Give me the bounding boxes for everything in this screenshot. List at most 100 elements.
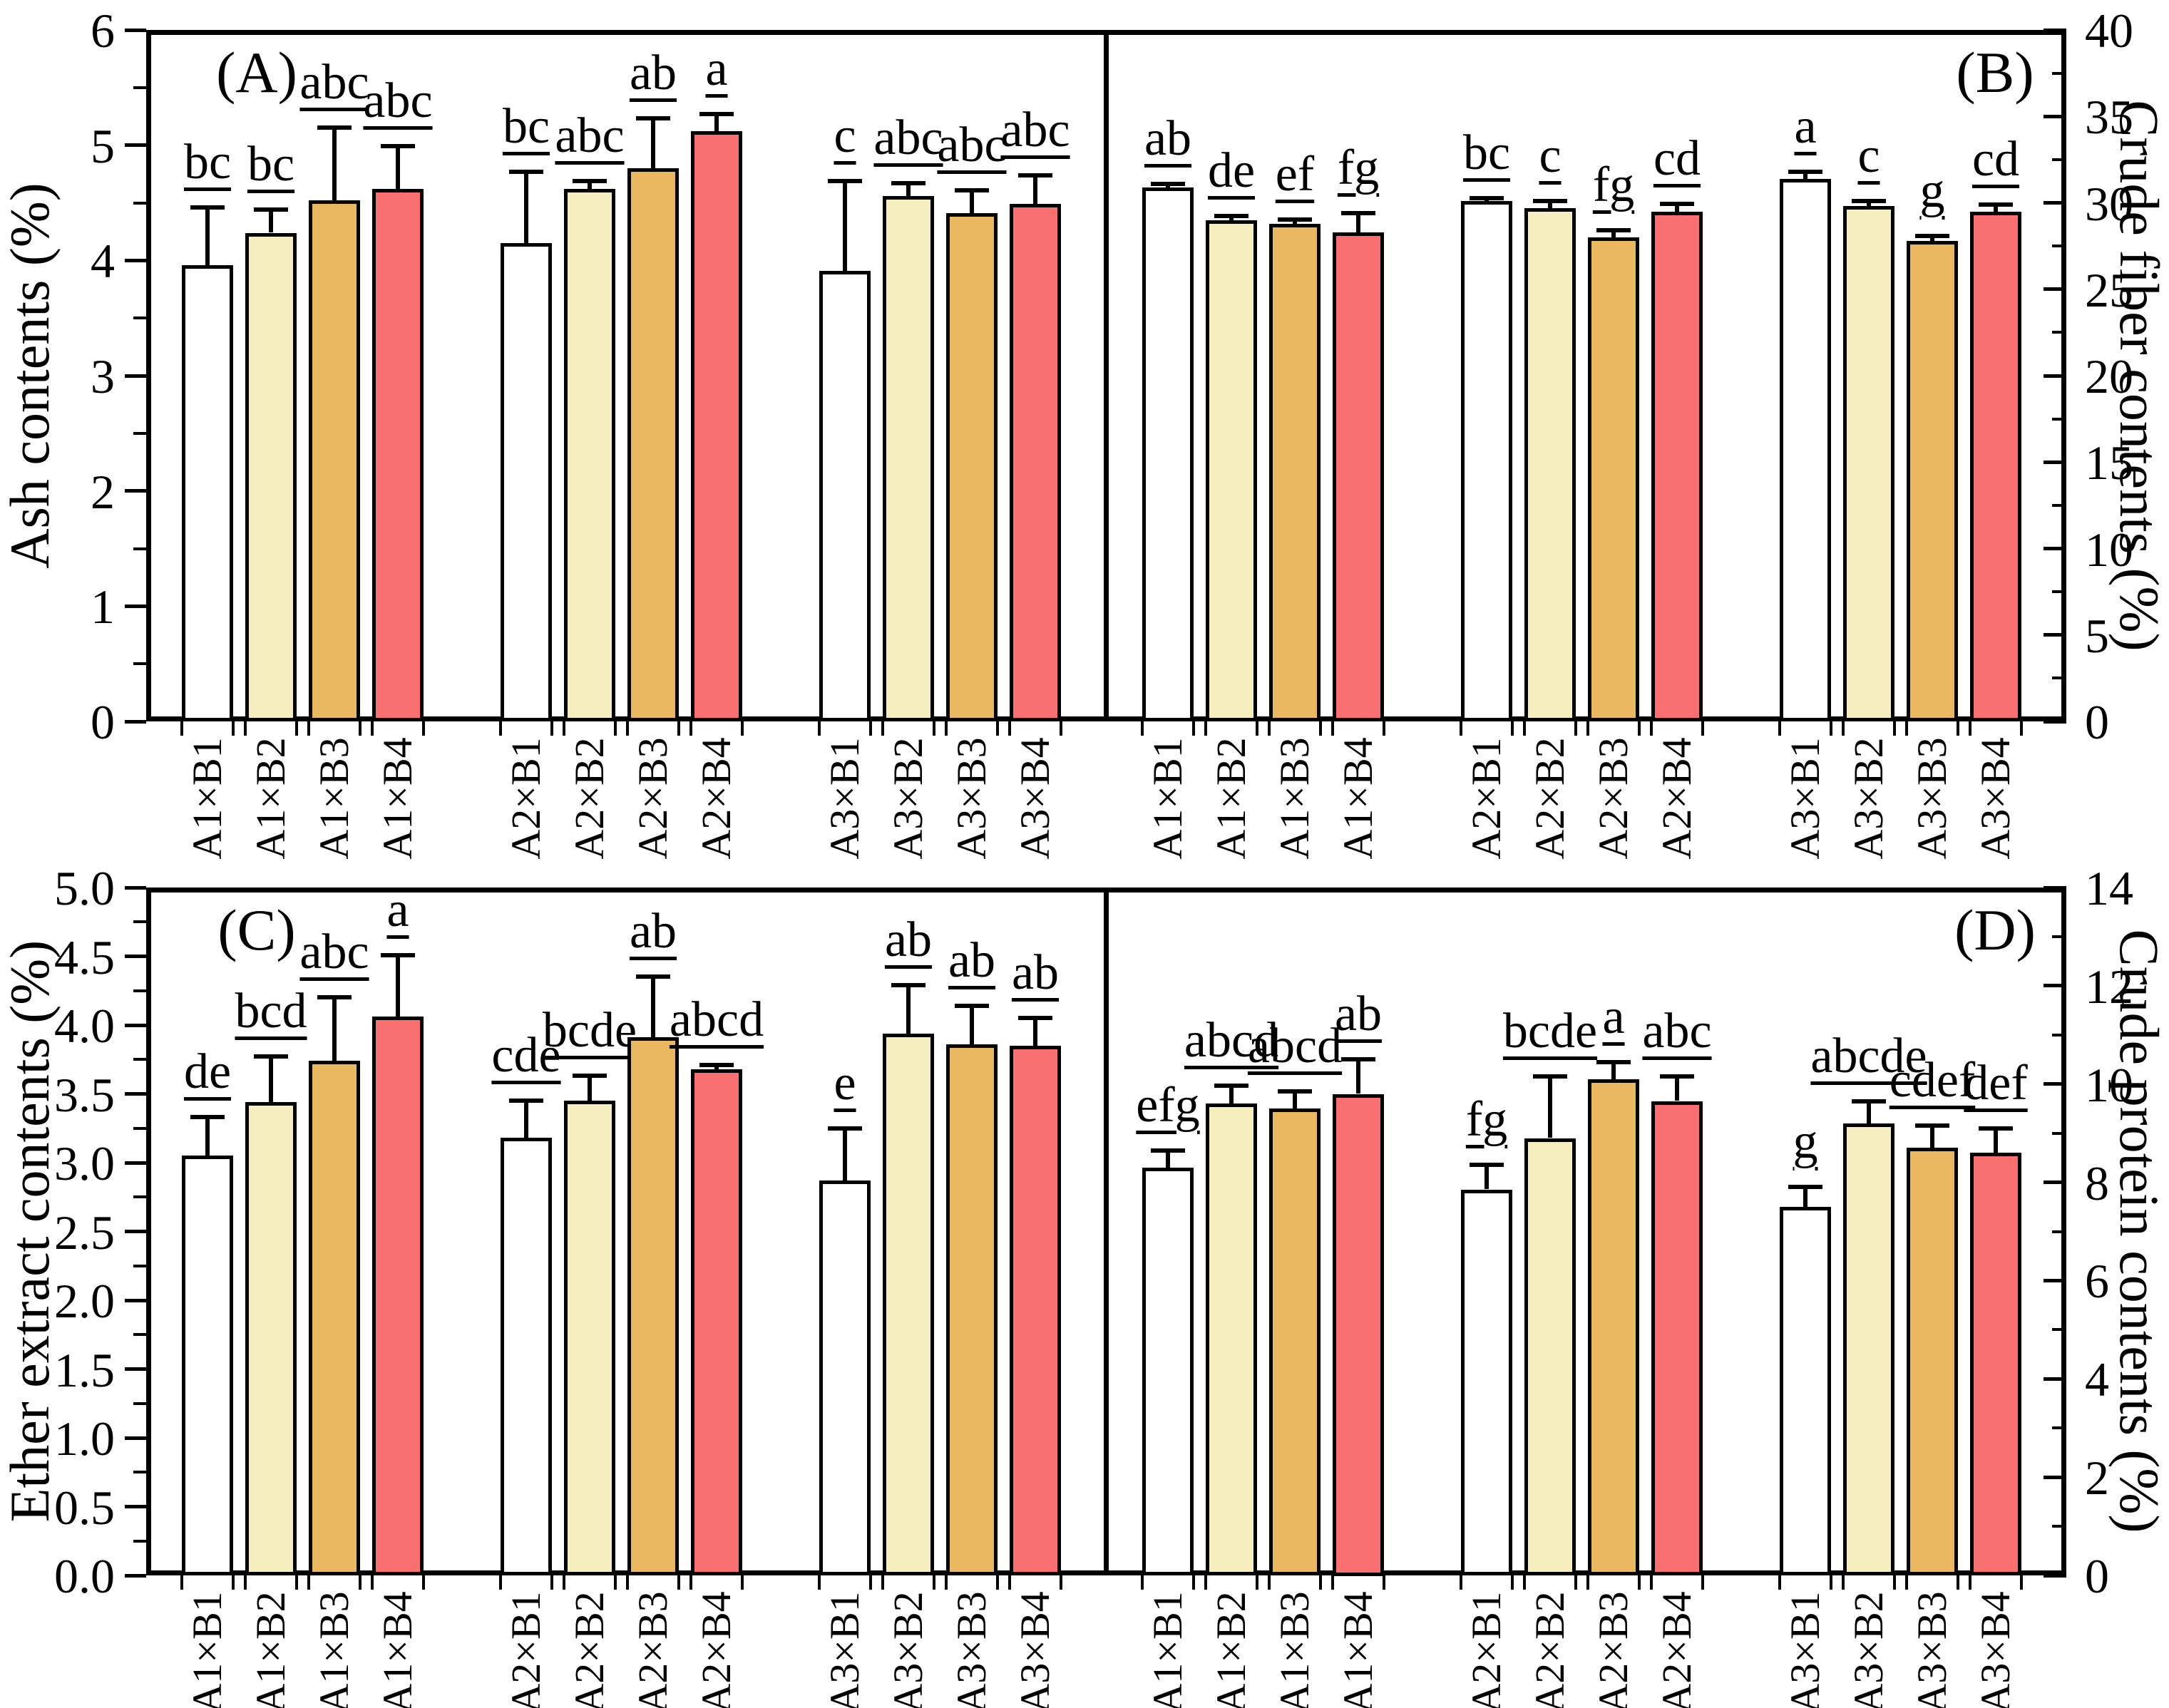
error-bar-d-A2×B3 (1611, 1062, 1616, 1079)
y-minor-tick-b (2052, 504, 2066, 507)
sig-label-a-A1×B3: abc (299, 55, 369, 110)
y-major-tick-d (2044, 1377, 2066, 1381)
x-tick-c (371, 1575, 374, 1590)
error-cap-a-A2×B2 (573, 179, 607, 183)
sig-label-d-A1×B1: efg (1136, 1078, 1200, 1133)
x-tick-a (614, 721, 617, 736)
x-tick-c (180, 1575, 183, 1590)
x-tick-d (1893, 1575, 1896, 1590)
x-tick-label-b-A3×B3: A3×B3 (1909, 737, 1955, 860)
x-tick-b (1957, 721, 1959, 736)
x-tick-b (1331, 721, 1334, 736)
error-bar-a-A3×B2 (906, 183, 911, 196)
error-bar-d-A3×B4 (1994, 1128, 1998, 1153)
x-tick-c (945, 1575, 948, 1590)
y-minor-tick-c (133, 920, 146, 923)
x-tick-label-b-A3×B1: A3×B1 (1782, 737, 1828, 860)
x-tick-label-a-A2×B4: A2×B4 (693, 737, 739, 860)
x-tick-b (1638, 721, 1641, 736)
sig-label-b-A1×B3: ef (1275, 147, 1315, 202)
x-tick-d (1319, 1575, 1322, 1590)
bar-a-A1×B3 (309, 200, 360, 721)
y-tick-label-c: 4.5 (54, 930, 115, 984)
error-bar-a-A1×B4 (396, 146, 400, 189)
x-tick-label-a-A2×B3: A2×B3 (630, 737, 676, 860)
bar-a-A1×B4 (372, 189, 424, 721)
x-tick-d (1268, 1575, 1271, 1590)
y-major-tick-a (125, 29, 146, 32)
error-cap-a-A2×B3 (636, 116, 670, 120)
x-tick-label-c-A3×B1: A3×B1 (821, 1591, 868, 1708)
error-bar-d-A1×B2 (1229, 1086, 1234, 1103)
x-tick-c (933, 1575, 935, 1590)
y-tick-label-c: 1.0 (54, 1411, 115, 1466)
y-tick-label-d: 6 (2085, 1254, 2109, 1308)
sig-label-b-A1×B2: de (1207, 143, 1256, 198)
error-cap-b-A1×B3 (1278, 217, 1312, 222)
error-bar-a-A2×B3 (651, 118, 655, 168)
x-tick-label-c-A2×B1: A2×B1 (503, 1591, 549, 1708)
sig-label-d-A2×B4: abc (1642, 1004, 1712, 1059)
error-bar-b-A3×B3 (1930, 236, 1934, 241)
bar-c-A3×B1 (819, 1180, 871, 1575)
x-tick-b (1905, 721, 1908, 736)
error-cap-d-A1×B3 (1278, 1089, 1312, 1094)
sig-label-d-A3×B3: cdef (1889, 1053, 1976, 1108)
error-cap-d-A3×B3 (1915, 1123, 1949, 1128)
error-cap-c-A2×B1 (509, 1099, 543, 1103)
y-tick-label-a: 5 (91, 119, 115, 173)
x-tick-a (689, 721, 692, 736)
x-tick-a (677, 721, 680, 736)
y-major-tick-a (125, 489, 146, 493)
error-bar-a-A2×B1 (524, 172, 528, 243)
x-tick-label-b-A1×B3: A1×B3 (1271, 737, 1318, 860)
y-tick-label-a: 1 (91, 580, 115, 634)
sig-label-b-A2×B3: fg (1592, 158, 1635, 212)
error-bar-b-A3×B4 (1994, 205, 1998, 212)
x-tick-label-c-A1×B3: A1×B3 (311, 1591, 357, 1708)
x-tick-label-c-A3×B4: A3×B4 (1012, 1591, 1058, 1708)
y-minor-tick-c (133, 1333, 146, 1336)
error-bar-b-A1×B2 (1229, 216, 1234, 220)
y-minor-tick-d (2052, 1525, 2066, 1528)
x-tick-b (1268, 721, 1271, 736)
sig-label-c-A1×B4: a (386, 883, 409, 937)
error-bar-c-A1×B3 (332, 997, 337, 1061)
error-cap-a-A3×B4 (1018, 173, 1052, 178)
x-tick-a (945, 721, 948, 736)
error-bar-c-A3×B2 (906, 985, 911, 1034)
bar-b-A1×B1 (1142, 187, 1194, 721)
sig-label-d-A2×B2: bcde (1502, 1004, 1598, 1059)
y-minor-tick-c (133, 1265, 146, 1267)
x-tick-b (1256, 721, 1258, 736)
y-tick-label-b: 10 (2085, 523, 2133, 577)
bar-b-A1×B2 (1206, 220, 1257, 721)
y-major-tick-b (2044, 29, 2066, 32)
error-bar-c-A2×B4 (714, 1065, 719, 1069)
error-cap-a-A3×B2 (891, 181, 925, 185)
sig-label-a-A2×B2: abc (555, 108, 625, 163)
x-tick-label-c-A2×B3: A2×B3 (630, 1591, 676, 1708)
bar-b-A1×B4 (1333, 232, 1384, 721)
bar-c-A2×B3 (627, 1037, 679, 1575)
error-bar-c-A3×B4 (1033, 1018, 1037, 1046)
y-major-tick-b (2044, 201, 2066, 205)
y-major-tick-c (125, 1092, 146, 1096)
bar-b-A2×B2 (1524, 208, 1576, 721)
bar-a-A3×B4 (1010, 204, 1061, 721)
x-tick-a (499, 721, 502, 736)
y-minor-tick-a (133, 317, 146, 319)
sig-label-c-A2×B1: cde (491, 1028, 561, 1083)
sig-label-d-A2×B1: fg (1465, 1092, 1508, 1147)
error-cap-a-A3×B1 (828, 179, 862, 183)
error-cap-d-A3×B1 (1788, 1185, 1822, 1189)
sig-label-a-A2×B4: a (705, 41, 728, 96)
error-bar-c-A3×B3 (970, 1006, 974, 1044)
error-cap-c-A3×B2 (891, 983, 925, 987)
x-tick-c (881, 1575, 884, 1590)
x-tick-a (307, 721, 310, 736)
error-cap-a-A1×B2 (254, 207, 288, 212)
y-tick-label-c: 0.0 (54, 1549, 115, 1603)
sig-label-a-A2×B1: bc (502, 99, 550, 154)
x-tick-label-c-A3×B3: A3×B3 (948, 1591, 995, 1708)
